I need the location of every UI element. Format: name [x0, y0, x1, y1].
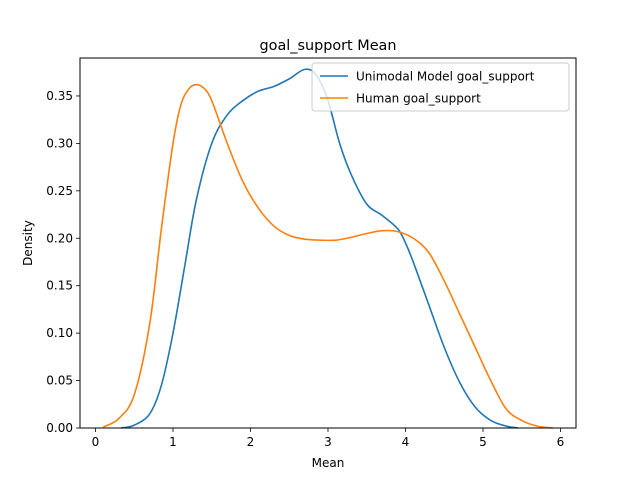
- x-tick-label: 2: [247, 435, 255, 449]
- legend-box: [311, 62, 570, 112]
- y-tick-label: 0.20: [46, 231, 73, 245]
- y-axis: 0.00 0.05 0.10 0.15 0.20 0.25 0.30 0.35: [46, 89, 80, 435]
- x-tick-label: 0: [92, 435, 100, 449]
- y-axis-label: Density: [21, 220, 35, 266]
- legend: Unimodal Model goal_support Human goal_su…: [311, 62, 570, 112]
- x-tick-label: 6: [557, 435, 565, 449]
- y-tick-label: 0.25: [46, 184, 73, 198]
- legend-label-1: Unimodal Model goal_support: [356, 70, 535, 84]
- y-tick-label: 0.30: [46, 136, 73, 150]
- x-tick-label: 5: [479, 435, 487, 449]
- chart-title: goal_support Mean: [260, 38, 397, 54]
- y-tick-label: 0.05: [46, 374, 73, 388]
- x-axis: 0 1 2 3 4 5 6: [92, 428, 565, 449]
- x-tick-label: 4: [402, 435, 410, 449]
- y-tick-label: 0.10: [46, 326, 73, 340]
- x-axis-label: Mean: [312, 456, 345, 470]
- legend-label-2: Human goal_support: [356, 92, 481, 106]
- y-tick-label: 0.15: [46, 279, 73, 293]
- x-tick-label: 3: [324, 435, 332, 449]
- x-tick-label: 1: [169, 435, 177, 449]
- y-tick-label: 0.00: [46, 421, 73, 435]
- series-line-2: [102, 83, 553, 429]
- y-tick-label: 0.35: [46, 89, 73, 103]
